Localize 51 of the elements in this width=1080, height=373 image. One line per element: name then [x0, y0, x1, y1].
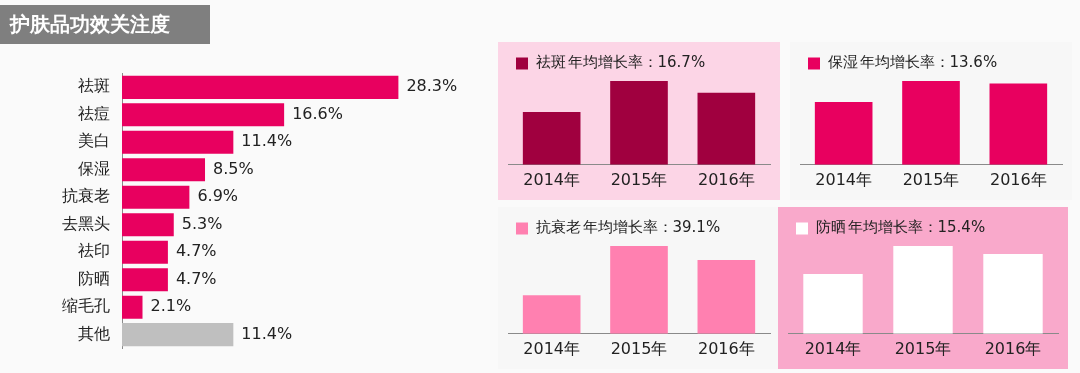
y-tick-label: 美白 — [78, 131, 110, 151]
bar — [122, 75, 399, 99]
bar — [122, 213, 174, 237]
x-tick-label: 2014年 — [523, 169, 581, 189]
bar — [122, 240, 168, 264]
x-tick-label: 2015年 — [610, 169, 668, 189]
bar — [122, 103, 285, 127]
y-tick-label: 防晒 — [78, 268, 110, 288]
bar — [122, 268, 168, 292]
x-tick-label: 2015年 — [902, 169, 960, 189]
legend-label: 保湿 — [827, 53, 858, 72]
x-tick-label: 2016年 — [697, 169, 755, 189]
data-label: 11.4% — [241, 131, 293, 151]
data-label: 5.3% — [181, 213, 223, 233]
data-label: 6.9% — [197, 186, 239, 206]
legend-label: 祛斑 — [535, 53, 566, 72]
y-tick-label: 祛斑 — [78, 76, 110, 96]
chart-title: 护肤品功效关注度 — [0, 5, 210, 44]
y-tick-label: 其他 — [78, 323, 110, 343]
y-tick-label: 去黑头 — [62, 213, 110, 233]
x-tick-label: 2014年 — [804, 338, 862, 358]
legend-label: 防晒 — [815, 218, 846, 237]
x-tick-label: 2014年 — [815, 169, 873, 189]
x-tick-label: 2015年 — [894, 338, 952, 358]
bar — [122, 323, 234, 347]
y-tick-label: 保湿 — [78, 158, 110, 178]
y-tick-label: 抗衰老 — [62, 186, 110, 206]
bar — [122, 130, 234, 154]
data-label: 4.7% — [175, 241, 217, 261]
bar — [122, 158, 206, 182]
legend-label: 抗衰老 — [535, 218, 581, 237]
x-tick-label: 2014年 — [523, 338, 581, 358]
text: 年均增长率：13.6% — [859, 53, 998, 72]
y-tick-label: 缩毛孔 — [62, 296, 110, 316]
text: 年均增长率：39.1% — [582, 218, 721, 237]
y-tick-label: 祛痘 — [78, 103, 110, 123]
x-tick-label: 2016年 — [697, 338, 755, 358]
data-label: 4.7% — [175, 268, 217, 288]
data-label: 8.5% — [213, 158, 254, 178]
data-label: 11.4% — [241, 323, 293, 343]
y-tick-label: 祛印 — [78, 241, 110, 261]
text: 年均增长率：15.4% — [847, 218, 986, 237]
data-label: 28.3% — [406, 76, 458, 96]
text: 年均增长率：16.7% — [567, 53, 706, 72]
x-tick-label: 2015年 — [610, 338, 668, 358]
bar — [122, 185, 190, 209]
data-label: 2.1% — [150, 296, 192, 316]
data-label: 16.6% — [292, 103, 343, 123]
bar — [122, 295, 143, 319]
x-tick-label: 2016年 — [989, 169, 1047, 189]
x-tick-label: 2016年 — [984, 338, 1042, 358]
